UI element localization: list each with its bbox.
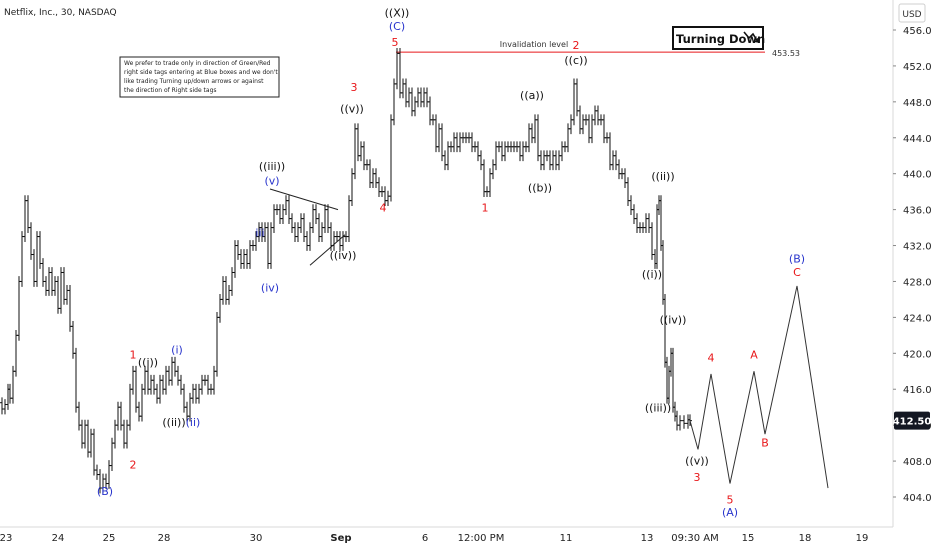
x-tick-label: 18	[799, 533, 812, 544]
wave-label: 2	[130, 458, 137, 471]
wave-label: (B)	[789, 253, 805, 266]
y-tick-label: 424.00	[903, 313, 932, 324]
x-tick-label: 15	[742, 533, 755, 544]
current-price-tag	[894, 411, 930, 430]
wave-label: ((X))	[385, 7, 410, 20]
wave-label: B	[761, 437, 769, 450]
wave-label: 5	[727, 493, 734, 506]
x-tick-label: 19	[856, 533, 869, 544]
current-price-label: 412.50	[893, 417, 932, 428]
wave-label: (C)	[389, 20, 405, 33]
wave-label: (iv)	[261, 281, 279, 294]
y-tick-label: 436.00	[903, 206, 932, 217]
wave-label: 2	[573, 39, 580, 52]
y-tick-label: 420.00	[903, 349, 932, 360]
wave-label: 4	[708, 351, 715, 364]
wave-label: ((b))	[528, 182, 552, 195]
x-tick-label: Sep	[330, 533, 351, 544]
wave-label: ((v))	[340, 103, 364, 116]
y-tick-label: 416.00	[903, 385, 932, 396]
y-tick-label: 456.00	[903, 26, 932, 37]
x-tick-label: 30	[250, 533, 263, 544]
y-tick-label: 440.00	[903, 170, 932, 181]
y-tick-label: 432.00	[903, 242, 932, 253]
y-tick-label: 448.00	[903, 98, 932, 109]
note-line: like trading Turning up/down arrows or a…	[124, 78, 264, 85]
note-line: We prefer to trade only in direction of …	[124, 60, 271, 67]
x-tick-label: 23	[0, 533, 12, 544]
x-tick-label: 25	[103, 533, 116, 544]
wave-label: (ii)	[186, 416, 201, 429]
wave-label: ((iii))	[259, 160, 285, 173]
wave-label: 5	[392, 36, 399, 49]
wave-label: ((ii))	[651, 170, 674, 183]
x-tick-label: 12:00 PM	[458, 533, 505, 544]
wave-label: ((iii))	[645, 402, 671, 415]
wave-label: ((i))	[138, 356, 158, 369]
wave-label: ((i))	[642, 268, 662, 281]
note-line: right side tags entering at Blue boxes a…	[124, 69, 278, 76]
arrow-down-icon	[743, 31, 759, 43]
chart-title: Netflix, Inc., 30, NASDAQ	[4, 8, 117, 18]
wave-label: (i)	[171, 343, 183, 356]
x-tick-label: 24	[52, 533, 65, 544]
wave-label: ((iv))	[330, 249, 357, 262]
turning-down-badge	[672, 26, 764, 50]
wave-label: (v)	[264, 174, 279, 187]
currency-button[interactable]	[898, 3, 926, 23]
wave-label: 1	[130, 349, 137, 362]
note-box	[119, 56, 280, 98]
wave-label: ((ii))	[162, 416, 185, 429]
wave-label: (B)	[97, 485, 113, 498]
x-tick-label: 13	[641, 533, 654, 544]
wave-label: 1	[482, 201, 489, 214]
wave-label: iii	[255, 227, 264, 240]
y-tick-label: 404.00	[903, 493, 932, 504]
note-line: the direction of Right side tags	[124, 87, 217, 94]
turning-down-label: Turning Down	[676, 32, 765, 46]
wave-label: C	[793, 266, 801, 279]
currency-button-label: USD	[902, 10, 921, 20]
x-tick-label: 6	[422, 533, 428, 544]
wave-label: (A)	[722, 506, 738, 519]
wave-label: ((iv))	[660, 314, 687, 327]
y-tick-label: 408.00	[903, 457, 932, 468]
triangle-lower-line	[309, 234, 346, 266]
x-tick-label: 09:30 AM	[671, 533, 718, 544]
y-tick-label: 444.00	[903, 134, 932, 145]
projection-path	[689, 285, 829, 489]
triangle-upper-line	[269, 188, 339, 211]
wave-label: ((a))	[520, 89, 544, 102]
invalidation-price-label: 453.53	[772, 49, 800, 58]
y-tick-label: 452.00	[903, 62, 932, 73]
wave-label: ((c))	[564, 54, 587, 67]
wave-label: ((v))	[685, 455, 709, 468]
wave-label: A	[750, 349, 758, 362]
x-tick-label: 28	[158, 533, 171, 544]
wave-label: 3	[351, 81, 358, 94]
wave-label: 4	[380, 201, 387, 214]
invalidation-label: Invalidation level	[500, 40, 568, 49]
wave-label: 3	[694, 471, 701, 484]
y-tick-label: 428.00	[903, 277, 932, 288]
x-tick-label: 11	[560, 533, 573, 544]
